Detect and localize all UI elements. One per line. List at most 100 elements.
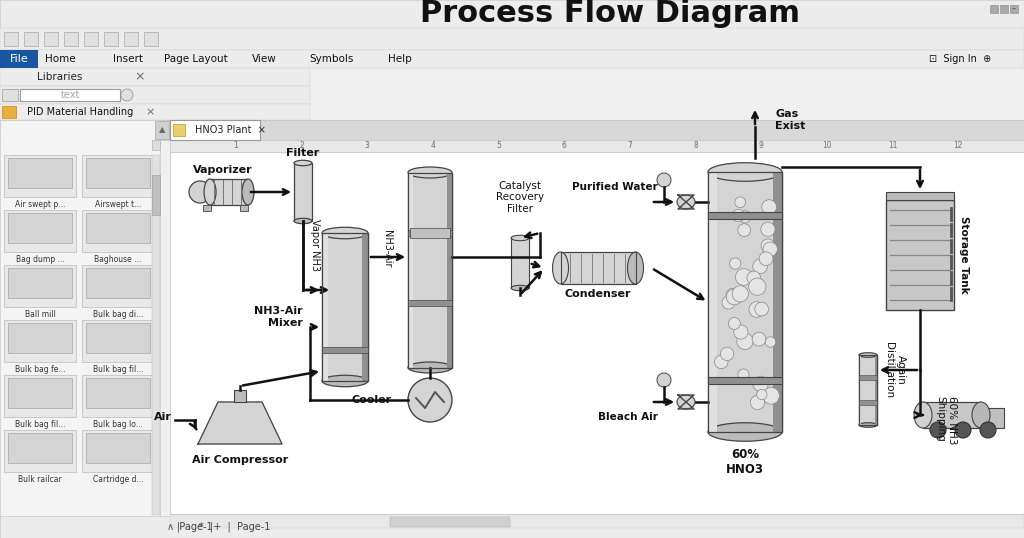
Bar [859,400,877,405]
Text: Gas
Exist: Gas Exist [775,109,805,131]
Ellipse shape [708,423,782,441]
Bar [152,140,160,150]
Bar [0,50,1024,68]
Text: Home: Home [45,54,76,64]
Circle shape [738,224,751,236]
Circle shape [762,200,776,215]
Text: Bulk bag fil...: Bulk bag fil... [14,420,66,429]
Bar [124,32,138,46]
Bar [0,28,1024,50]
Bar [0,516,1024,538]
Ellipse shape [553,252,568,284]
Bar [446,173,452,367]
Text: 9: 9 [759,141,764,151]
Bar [8,158,72,188]
Text: Vaporizer: Vaporizer [194,165,253,175]
Bar [4,210,76,252]
Text: ×: × [135,70,145,83]
Circle shape [721,347,734,360]
Ellipse shape [408,167,452,178]
Bar [708,377,782,384]
Bar [322,233,368,381]
Bar [1000,5,1008,13]
Ellipse shape [408,362,452,373]
Circle shape [732,286,749,302]
Bar [82,430,154,472]
Circle shape [726,289,742,305]
Text: Page Layout: Page Layout [164,54,228,64]
Polygon shape [198,402,282,444]
Bar [0,86,310,104]
Bar [2,89,18,101]
Bar [152,175,160,215]
Text: Bulk bag di...: Bulk bag di... [93,310,143,319]
Bar [322,347,368,353]
Text: Condenser: Condenser [565,289,631,299]
Circle shape [735,197,745,208]
Circle shape [753,332,766,346]
Text: Help: Help [388,54,412,64]
Ellipse shape [189,181,211,203]
Bar [210,179,248,205]
Text: 2: 2 [299,141,304,151]
Bar [708,172,782,432]
Ellipse shape [322,375,368,387]
Bar [170,120,260,140]
Circle shape [408,378,452,422]
Bar [874,355,877,425]
Bar [0,50,38,68]
Bar [2,106,16,118]
Text: Insert: Insert [113,54,143,64]
Ellipse shape [859,423,877,427]
Bar [1010,5,1018,13]
Circle shape [757,390,767,400]
Circle shape [751,395,765,409]
Bar [203,205,211,211]
Bar [8,433,72,463]
Bar [155,121,169,139]
Text: HNO3 Plant  ×: HNO3 Plant × [195,125,265,135]
Ellipse shape [859,353,877,357]
Bar [410,228,450,238]
Bar [84,32,98,46]
Bar [859,355,877,425]
Text: 5: 5 [496,141,501,151]
Ellipse shape [294,218,312,224]
Bar [82,265,154,307]
Bar [4,320,76,362]
Circle shape [726,288,739,301]
Text: 11: 11 [888,141,897,151]
Text: Bulk bag fil...: Bulk bag fil... [93,365,143,374]
Bar [234,390,246,402]
Bar [886,200,954,310]
Text: Bulk bag fe...: Bulk bag fe... [14,365,66,374]
Circle shape [734,325,748,339]
Ellipse shape [914,402,932,428]
Bar [923,402,981,428]
Circle shape [735,268,752,285]
Text: –: – [1012,4,1016,13]
Bar [144,32,158,46]
Text: 6: 6 [562,141,566,151]
Circle shape [763,242,777,257]
Ellipse shape [708,163,782,181]
Circle shape [753,259,767,274]
Bar [408,300,452,306]
Bar [104,32,118,46]
Text: ∧: ∧ [167,522,173,532]
Text: Air Compressor: Air Compressor [191,455,288,465]
Text: PID Material Handling: PID Material Handling [27,107,133,117]
Circle shape [753,376,768,392]
Text: *  |+  |  Page-1: * |+ | Page-1 [200,522,270,532]
Circle shape [763,387,779,404]
Circle shape [980,422,996,438]
Bar [240,205,248,211]
Circle shape [930,422,946,438]
Text: 4: 4 [430,141,435,151]
Text: Cooler: Cooler [352,395,392,405]
Bar [859,375,877,380]
Bar [86,378,150,408]
Bar [152,155,160,515]
Bar [170,516,1024,528]
Bar [0,0,1024,28]
